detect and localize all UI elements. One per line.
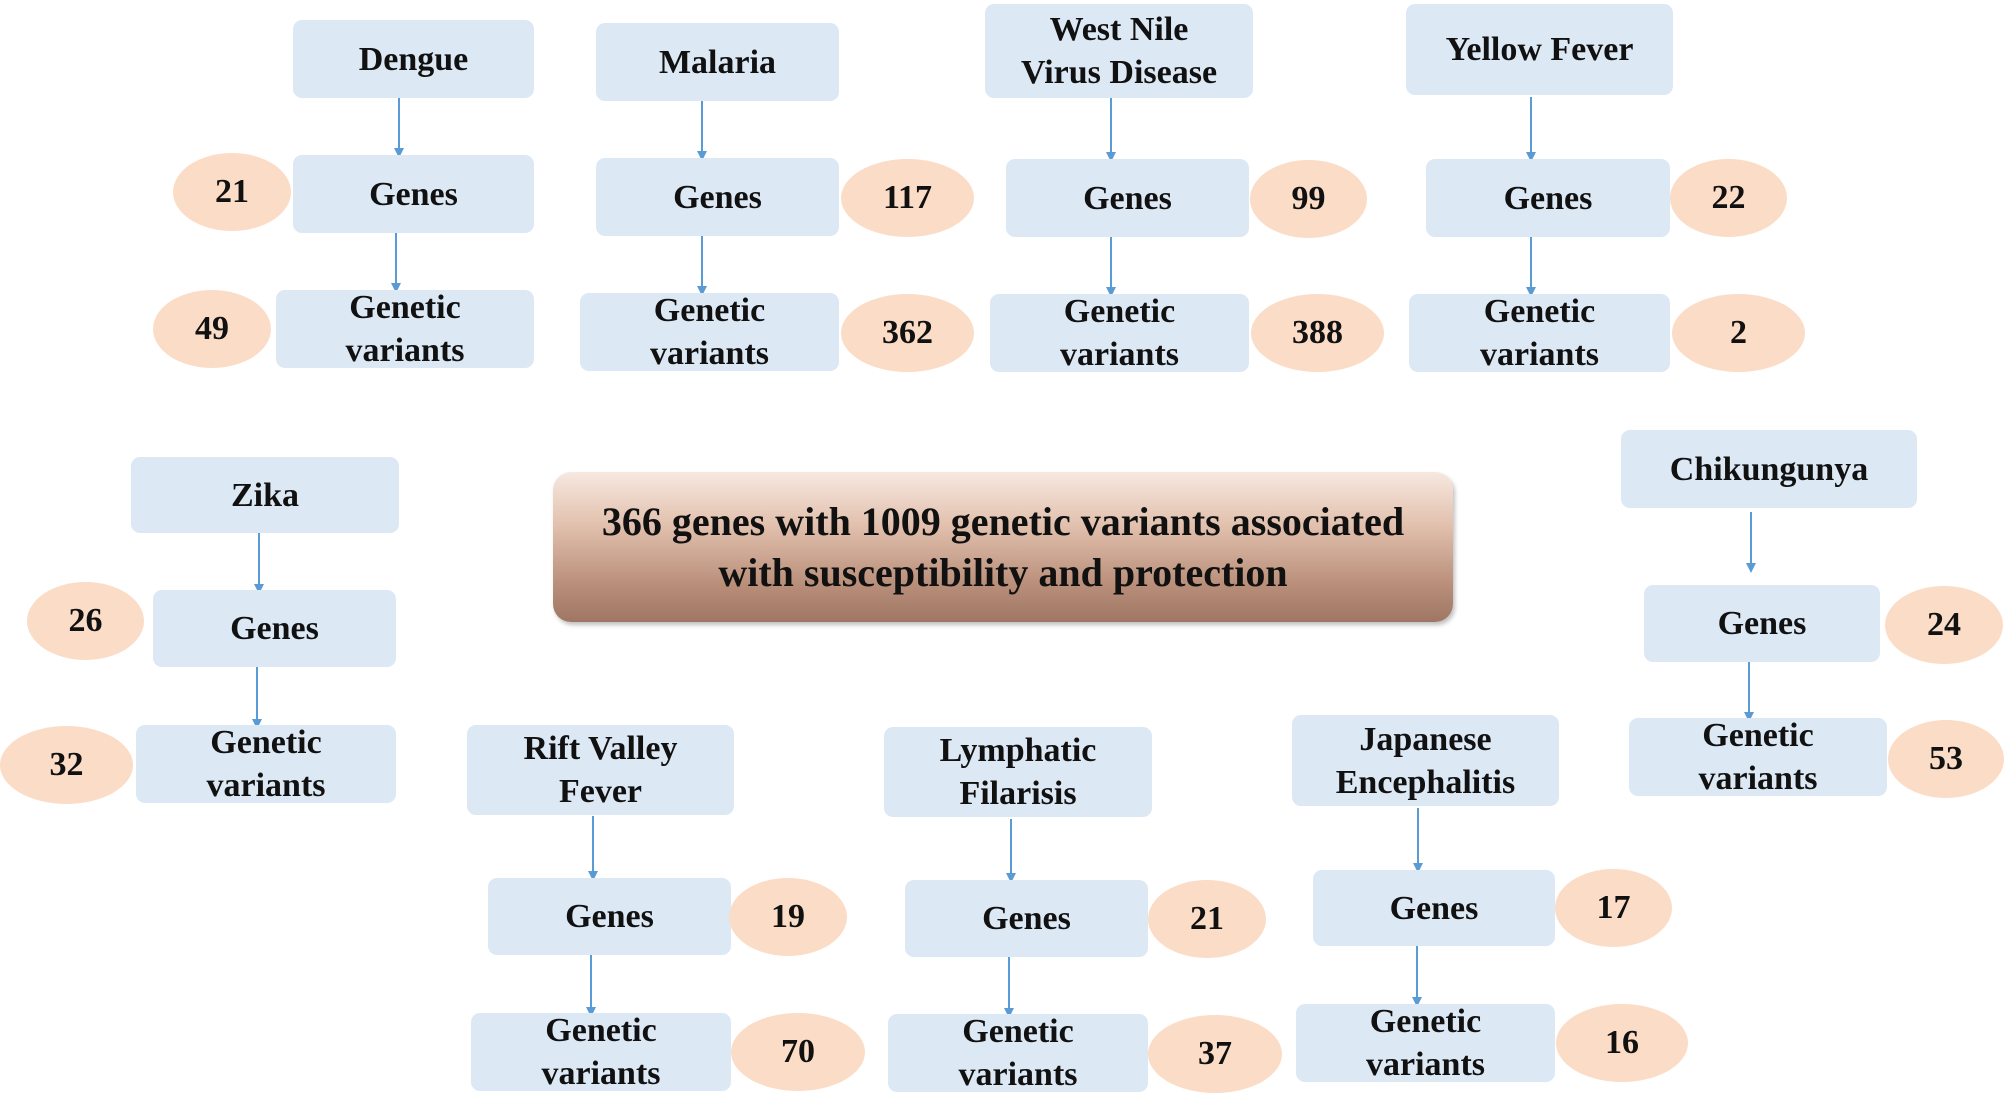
- variants-count-lymphatic-filarisis: 37: [1148, 1015, 1282, 1093]
- genes-box-japanese-encephalitis: Genes: [1313, 870, 1555, 946]
- variants-count-malaria: 362: [841, 294, 974, 372]
- variants-box-dengue: Genetic variants: [276, 289, 534, 369]
- disease-japanese-encephalitis: Japanese Encephalitis: [1292, 715, 1559, 806]
- genes-count-west-nile: 99: [1250, 160, 1367, 238]
- variants-count-rift-valley-fever: 70: [731, 1013, 865, 1091]
- variants-box-zika: Genetic variants: [136, 724, 396, 804]
- genes-count-chikungunya: 24: [1885, 586, 2003, 664]
- variants-count-zika: 32: [0, 726, 133, 804]
- genes-box-yellow-fever: Genes: [1426, 159, 1670, 237]
- variants-count-chikungunya: 53: [1888, 720, 2004, 798]
- genes-count-malaria: 117: [841, 159, 974, 237]
- genes-box-dengue: Genes: [293, 155, 534, 233]
- variants-box-rift-valley-fever: Genetic variants: [471, 1012, 731, 1092]
- disease-yellow-fever: Yellow Fever: [1406, 4, 1673, 95]
- disease-malaria: Malaria: [596, 23, 839, 101]
- genes-box-malaria: Genes: [596, 158, 839, 236]
- disease-rift-valley-fever: Rift Valley Fever: [467, 725, 734, 815]
- disease-dengue: Dengue: [293, 20, 534, 98]
- variants-count-japanese-encephalitis: 16: [1556, 1004, 1688, 1082]
- disease-west-nile: West Nile Virus Disease: [985, 4, 1253, 98]
- genes-count-dengue: 21: [173, 153, 291, 231]
- variants-count-dengue: 49: [153, 290, 271, 368]
- variants-box-malaria: Genetic variants: [580, 292, 839, 372]
- disease-chikungunya: Chikungunya: [1621, 430, 1917, 508]
- genes-count-yellow-fever: 22: [1670, 159, 1787, 237]
- variants-count-west-nile: 388: [1251, 294, 1384, 372]
- variants-count-yellow-fever: 2: [1672, 294, 1805, 372]
- genes-box-rift-valley-fever: Genes: [488, 878, 731, 955]
- variants-box-chikungunya: Genetic variants: [1629, 717, 1887, 797]
- disease-lymphatic-filarisis: Lymphatic Filarisis: [884, 727, 1152, 817]
- variants-box-japanese-encephalitis: Genetic variants: [1296, 1003, 1555, 1083]
- genes-count-rift-valley-fever: 19: [729, 878, 847, 956]
- genes-box-chikungunya: Genes: [1644, 585, 1880, 662]
- genes-box-west-nile: Genes: [1006, 159, 1249, 237]
- genes-count-zika: 26: [27, 582, 144, 660]
- genes-count-lymphatic-filarisis: 21: [1148, 880, 1266, 958]
- variants-box-lymphatic-filarisis: Genetic variants: [888, 1013, 1148, 1093]
- disease-zika: Zika: [131, 457, 399, 533]
- genes-count-japanese-encephalitis: 17: [1555, 869, 1672, 947]
- variants-box-west-nile: Genetic variants: [990, 293, 1249, 373]
- genes-box-lymphatic-filarisis: Genes: [905, 880, 1148, 957]
- variants-box-yellow-fever: Genetic variants: [1409, 293, 1670, 373]
- genes-box-zika: Genes: [153, 590, 396, 667]
- summary-box: 366 genes with 1009 genetic variants ass…: [553, 472, 1453, 622]
